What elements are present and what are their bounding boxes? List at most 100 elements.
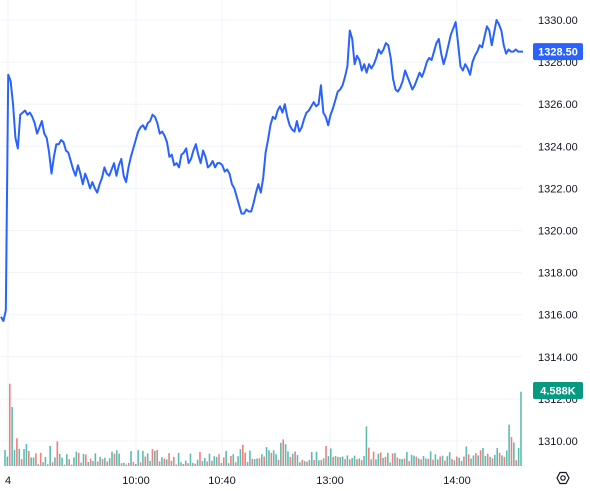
volume-bar <box>18 448 21 466</box>
volume-bar <box>491 458 494 466</box>
volume-bar <box>520 391 522 466</box>
volume-bar <box>301 459 304 466</box>
volume-bar <box>268 450 270 466</box>
volume-bar <box>363 455 365 466</box>
volume-bar <box>256 458 258 466</box>
volume-bar <box>6 456 9 466</box>
volume-bar <box>441 455 444 466</box>
volume-bar <box>146 453 149 466</box>
volume-bar <box>396 457 399 466</box>
volume-bar <box>329 448 332 466</box>
volume-bar <box>294 451 296 466</box>
volume-bar <box>341 456 344 466</box>
volume-bar <box>49 445 51 466</box>
volume-bar <box>213 456 216 466</box>
volume-bar <box>220 462 223 466</box>
volume-bar <box>261 454 263 466</box>
volume-bar <box>161 457 163 466</box>
volume-bar <box>453 460 456 466</box>
volume-bar <box>303 461 306 466</box>
volume-bar <box>111 451 113 466</box>
volume-bar <box>344 459 346 466</box>
volume-bar <box>239 449 242 466</box>
volume-bar <box>253 459 256 466</box>
volume-bar <box>118 453 120 466</box>
volume-bar <box>348 459 351 466</box>
volume-bar <box>61 457 63 466</box>
volume-bar <box>280 442 282 466</box>
volume-bar <box>151 449 154 466</box>
volume-bar <box>432 459 434 466</box>
volume-bar <box>99 456 101 466</box>
volume-bar <box>94 453 97 466</box>
volume-bar <box>27 451 30 466</box>
volume-bar <box>353 455 356 466</box>
last-price-badge-bg <box>533 43 583 61</box>
price-line <box>0 19 523 323</box>
volume-bar <box>39 452 42 466</box>
volume-bar <box>251 458 254 466</box>
volume-bar <box>165 459 168 466</box>
volume-bar <box>434 454 437 466</box>
last-price-label: 1328.50 <box>538 47 578 59</box>
volume-bar <box>408 461 411 466</box>
volume-bar <box>156 449 158 466</box>
volume-bar <box>375 459 377 466</box>
volume-bar <box>467 454 470 466</box>
volume-bar <box>403 458 406 466</box>
y-tick-label: 1318.00 <box>538 268 578 280</box>
volume-bar <box>127 462 130 466</box>
volume-bar <box>104 457 106 466</box>
y-tick-label: 1316.00 <box>538 310 578 322</box>
volume-bar <box>417 458 420 466</box>
volume-bar <box>63 464 66 466</box>
volume-bar <box>296 455 299 466</box>
volume-bar <box>137 450 139 466</box>
volume-bar <box>334 455 337 466</box>
volume-bar <box>455 456 458 466</box>
volume-bar <box>66 454 68 466</box>
volume-bar <box>391 453 394 466</box>
volume-bar <box>42 462 44 466</box>
volume-bar <box>263 456 265 466</box>
volume-bar <box>384 456 387 466</box>
volume-bar <box>496 447 499 466</box>
volume-bar <box>16 438 18 466</box>
volume-bar <box>356 459 358 466</box>
volume-bar <box>244 452 246 466</box>
volume-bar <box>422 455 425 466</box>
volume-bar <box>406 451 408 466</box>
last-price-badge: 1328.50 <box>533 43 583 61</box>
volume-bar <box>398 458 401 466</box>
volume-bar <box>339 457 342 466</box>
y-tick-label: 1314.00 <box>538 352 578 364</box>
volume-bar <box>218 454 220 466</box>
y-axis: 1330.001328.001326.001324.001322.001320.… <box>538 15 578 448</box>
grid-lines <box>0 0 522 466</box>
volume-bar <box>475 453 477 466</box>
volume-bar <box>173 456 175 466</box>
volume-bar <box>291 453 294 466</box>
last-volume-label: 4.588K <box>540 386 576 398</box>
volume-bar <box>289 457 292 466</box>
volume-bar <box>106 461 109 466</box>
volume-bar <box>360 460 363 466</box>
volume-bar <box>436 459 439 466</box>
volume-bar <box>206 461 208 466</box>
volume-bar <box>142 450 144 466</box>
volume-bar <box>439 456 441 466</box>
volume-bar <box>58 453 61 466</box>
volume-bar <box>327 455 330 466</box>
volume-bar <box>258 458 261 466</box>
settings-gear-icon[interactable] <box>555 470 571 486</box>
volume-bar <box>199 451 201 466</box>
volume-bar <box>201 461 204 466</box>
volume-bar <box>234 462 237 466</box>
volume-bar <box>51 462 54 466</box>
volume-bar <box>80 462 82 466</box>
volume-bar <box>168 453 170 466</box>
volume-bar <box>346 455 349 466</box>
volume-bar <box>482 447 484 466</box>
volume-bar <box>429 451 432 466</box>
